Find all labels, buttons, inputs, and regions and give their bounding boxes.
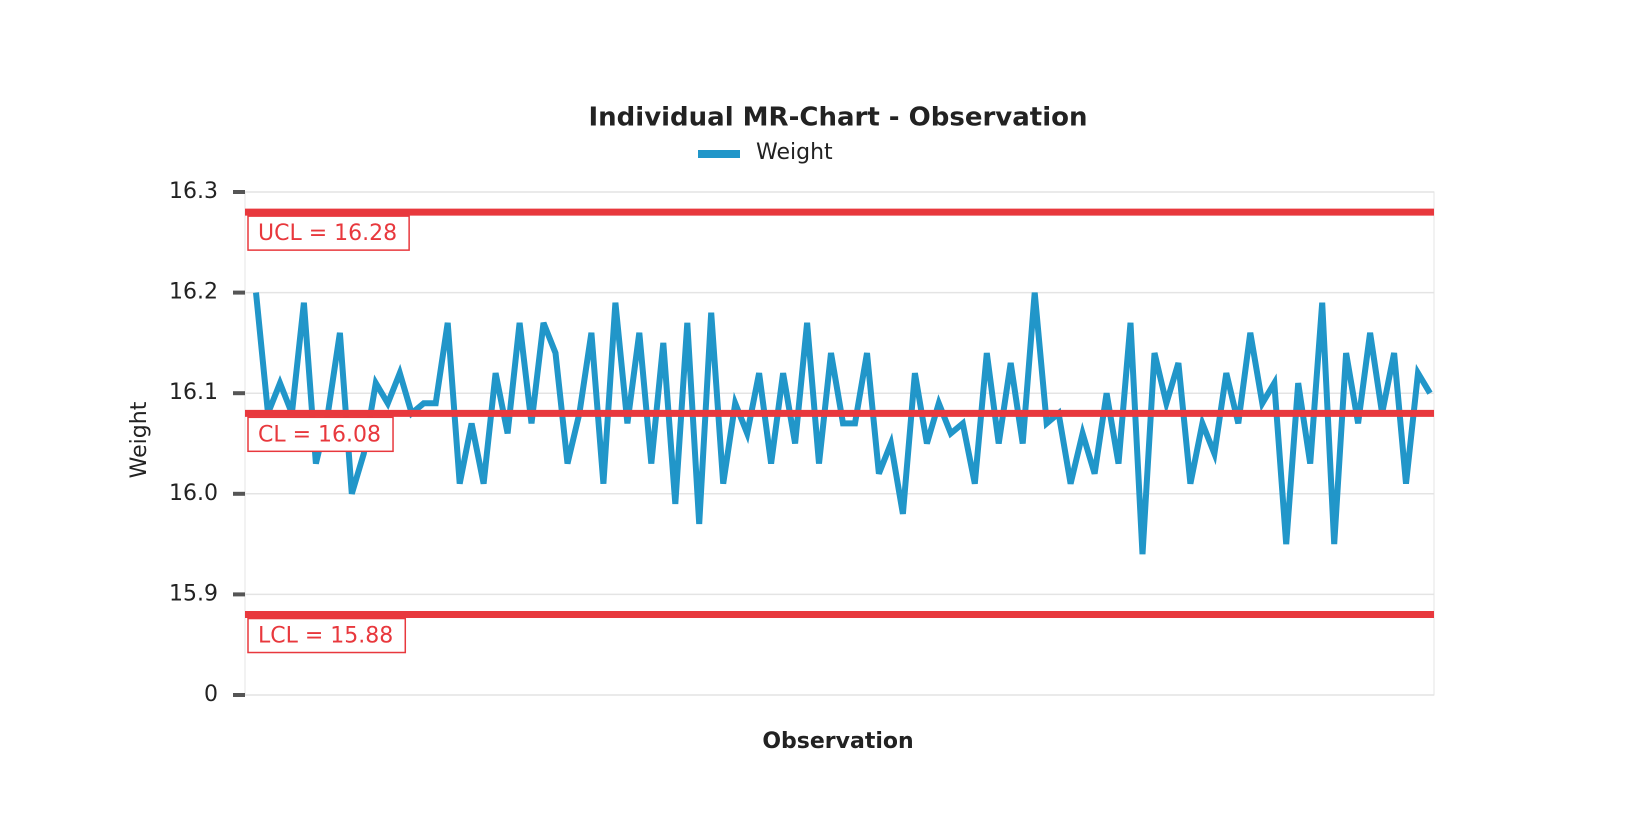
x-axis-label: Observation	[762, 729, 913, 754]
y-tick-label: 15.9	[169, 581, 218, 606]
y-tick-label: 16.0	[169, 481, 218, 506]
control-limit-label: CL = 16.08	[258, 422, 381, 447]
control-limit-label: UCL = 16.28	[258, 221, 397, 246]
y-tick-label: 0	[204, 682, 218, 707]
control-limit-box	[247, 416, 394, 453]
chart-title: Individual MR-Chart - Observation	[588, 103, 1087, 133]
legend-label: Weight	[756, 140, 833, 165]
y-axis-label: Weight	[127, 401, 152, 478]
y-tick-label: 16.1	[169, 380, 218, 405]
y-tick-label: 16.3	[169, 179, 218, 204]
control-limit-label: LCL = 15.88	[258, 624, 393, 649]
y-tick-label: 16.2	[169, 280, 218, 305]
control-limit-box	[247, 617, 407, 654]
plot-area	[244, 191, 1435, 696]
control-limit-box	[247, 215, 410, 251]
data-line	[253, 292, 1433, 555]
